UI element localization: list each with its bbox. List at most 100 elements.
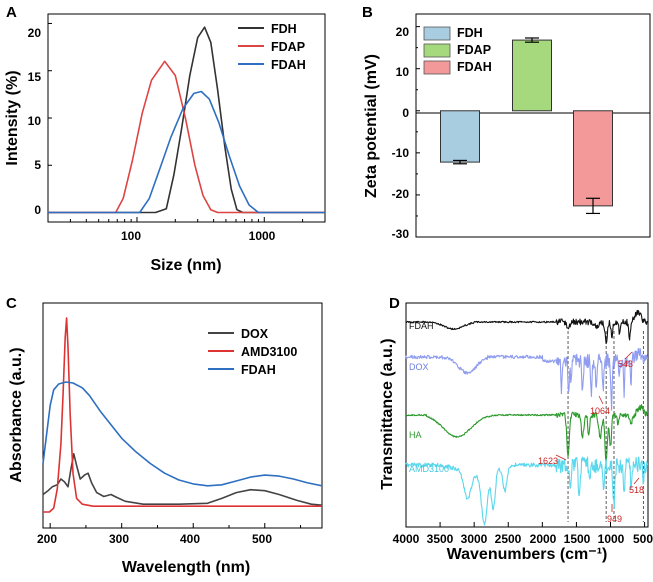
panel-c-label: C: [6, 295, 17, 312]
panel-d-xlabel: Wavenumbers (cm⁻¹): [447, 546, 608, 563]
legend-swatch: [423, 60, 451, 75]
bar-fdap: [512, 39, 552, 112]
legend-label: FDAH: [457, 60, 492, 74]
panel-b-ylabel: Zeta potential (mV): [363, 54, 380, 198]
bar-fdah: [573, 110, 613, 207]
panel-a-tick-marks: [47, 22, 326, 222]
d-xtick: 500: [633, 532, 653, 546]
d-label-amd3100: AMD3100: [409, 464, 449, 474]
d-xtick: 2500: [495, 532, 522, 546]
panel-d-ylabel: Transmittance (a.u.): [379, 338, 396, 489]
d-xtick: 3500: [427, 532, 454, 546]
d-annotation-543: 543: [618, 359, 633, 369]
legend-swatch: [423, 26, 451, 41]
panel-d-label: D: [389, 295, 400, 312]
d-label-fdah: FDAH: [409, 321, 434, 331]
series-line-fdah: [42, 381, 323, 487]
c-xtick: 300: [109, 532, 129, 546]
d-label-dox: DOX: [409, 362, 429, 372]
series-line-ha: [405, 404, 649, 464]
b-ytick: -30: [392, 227, 410, 241]
legend-label: AMD3100: [241, 345, 297, 359]
d-xtick: 4000: [393, 532, 420, 546]
series-line-dox: [405, 347, 649, 411]
annotation-arrow: [598, 395, 604, 405]
series-line-fdap: [48, 60, 325, 214]
panel-a-y-ticks: 20 15 10 5 0: [28, 26, 42, 217]
a-ytick: 10: [28, 114, 42, 128]
panel-a-legend: FDH FDAP FDAH: [238, 22, 306, 72]
bar-fdh: [440, 110, 480, 163]
panel-b-label: B: [362, 4, 373, 21]
d-label-ha: HA: [409, 430, 422, 440]
panel-d-x-ticks: 4000 3500 3000 2500 2000 1500 1000 500: [393, 532, 653, 546]
d-xtick: 1000: [598, 532, 625, 546]
series-line-fdah: [48, 90, 325, 214]
legend-label: FDH: [457, 26, 483, 40]
legend-label: DOX: [241, 327, 269, 341]
series-line-fdh: [48, 26, 325, 214]
series-line-dox: [42, 453, 323, 506]
panel-b-legend: FDH FDAP FDAH: [423, 26, 492, 75]
a-ytick: 5: [34, 158, 41, 172]
panel-c-ylabel: Absorbance (a.u.): [8, 347, 25, 482]
d-annotation-518: 518: [629, 485, 644, 495]
d-annotation-1623: 1623: [538, 456, 558, 466]
legend-label: FDAP: [271, 40, 305, 54]
panel-c-xlabel: Wavelength (nm): [122, 559, 250, 576]
panel-c-legend: DOX AMD3100 FDAH: [208, 327, 297, 377]
a-xtick: 1000: [249, 229, 276, 243]
panel-b: B 20 10 0 -10 -20 -30 FDH FDAP FDAH Zeta p…: [362, 4, 651, 241]
annotation-arrow: [633, 477, 640, 485]
panel-c-tick-marks: [49, 523, 302, 528]
panel-c-series: [42, 317, 323, 513]
panel-a-ylabel: Intensity (%): [4, 70, 21, 165]
panel-d-arrows: [555, 351, 640, 512]
panel-d: D 4000 3500 3000 2500 2000 1500 1000 500…: [379, 295, 653, 563]
panel-b-y-ticks: 20 10 0 -10 -20 -30: [392, 25, 410, 241]
panel-d-series: [405, 309, 649, 526]
panel-a-series: [48, 26, 325, 214]
d-xtick: 3000: [461, 532, 488, 546]
a-ytick: 20: [28, 26, 42, 40]
b-ytick: -10: [392, 146, 410, 160]
panel-c: C 200 300 400 500 DOX AMD3100 FDAH Wavelen…: [6, 295, 323, 576]
series-line-fdah: [405, 309, 649, 345]
series-line-amd3100: [405, 456, 649, 526]
b-ytick: 20: [396, 25, 410, 39]
c-xtick: 200: [37, 532, 57, 546]
legend-swatch: [423, 43, 451, 58]
d-xtick: 1500: [564, 532, 591, 546]
legend-label: FDH: [271, 22, 297, 36]
panel-d-tick-marks: [405, 522, 646, 527]
legend-label: FDAH: [241, 363, 276, 377]
d-annotation-949: 949: [607, 514, 622, 524]
panel-b-bars: [440, 37, 613, 215]
legend-label: FDAP: [457, 43, 491, 57]
panel-c-x-ticks: 200 300 400 500: [37, 532, 272, 546]
panel-a-label: A: [6, 4, 17, 21]
panel-b-tick-marks: [416, 26, 420, 238]
panel-a-xlabel: Size (nm): [150, 257, 221, 274]
b-ytick: 0: [402, 106, 409, 120]
c-xtick: 400: [180, 532, 200, 546]
legend-label: FDAH: [271, 58, 306, 72]
series-line-amd3100: [43, 317, 322, 513]
panel-d-series-labels: FDAH DOX HA AMD3100: [409, 321, 449, 474]
panel-c-frame: [42, 302, 323, 529]
panel-d-annotations: 543 1064 1623 949 518: [538, 359, 644, 524]
c-xtick: 500: [252, 532, 272, 546]
b-ytick: 10: [396, 65, 410, 79]
d-xtick: 2000: [530, 532, 557, 546]
d-annotation-1064: 1064: [590, 406, 610, 416]
a-ytick: 0: [34, 203, 41, 217]
a-xtick: 100: [121, 229, 141, 243]
b-ytick: -20: [392, 187, 410, 201]
annotation-arrow: [555, 454, 567, 461]
panel-b-frame: [415, 13, 651, 238]
annotation-arrow: [624, 351, 633, 360]
a-ytick: 15: [28, 70, 42, 84]
panel-a-x-ticks: 100 1000: [121, 229, 276, 243]
